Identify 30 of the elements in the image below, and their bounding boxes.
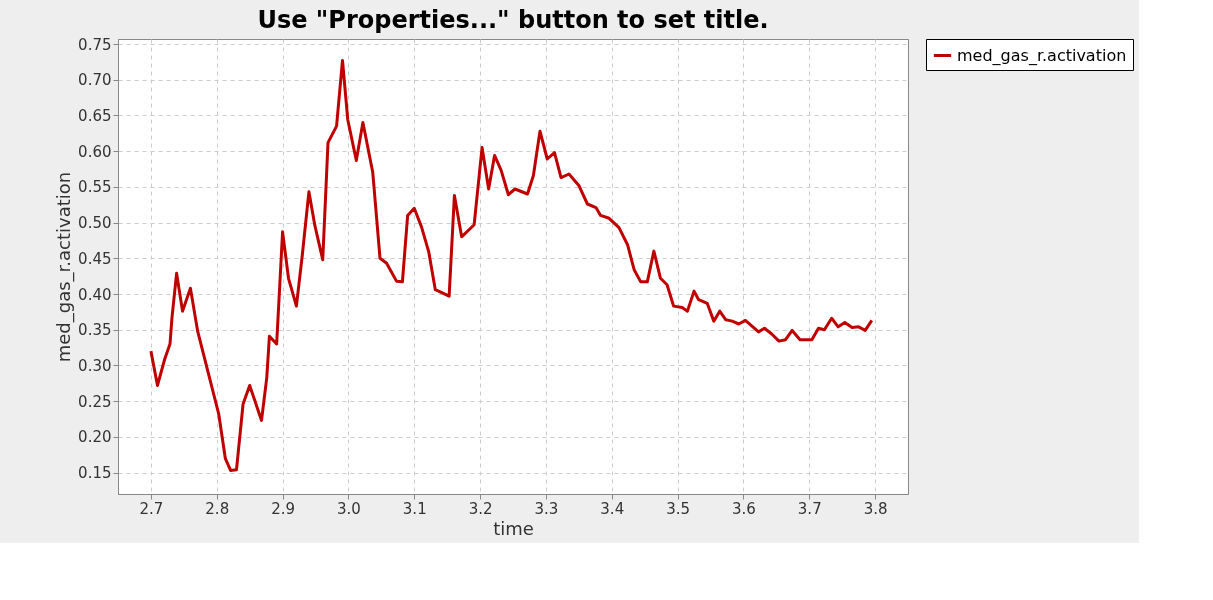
x-tick-label: 3.5 [666,499,691,518]
x-tick-label: 3.6 [731,499,756,518]
y-tick-label: 0.55 [78,178,112,197]
x-tick-label: 3.3 [534,499,559,518]
x-tick-label: 2.9 [271,499,296,518]
y-tick-label: 0.40 [78,285,112,304]
legend-label: med_gas_r.activation [957,45,1127,66]
y-tick-label: 0.15 [78,464,112,483]
x-axis-title: time [493,517,534,539]
chart-title: Use "Properties..." button to set title. [257,6,769,34]
x-tick-label: 3.1 [402,499,427,518]
x-tick-label: 3.8 [863,499,888,518]
y-tick-label: 0.65 [78,106,112,125]
x-tick-label: 3.0 [336,499,361,518]
y-tick-label: 0.70 [78,71,112,90]
y-tick-label: 0.75 [78,35,112,54]
y-tick-label: 0.45 [78,249,112,268]
y-tick-label: 0.20 [78,428,112,447]
y-tick-label: 0.25 [78,392,112,411]
y-tick-label: 0.35 [78,321,112,340]
x-tick-label: 3.2 [468,499,493,518]
y-tick-label: 0.60 [78,142,112,161]
y-tick-label: 0.50 [78,214,112,233]
y-axis-title: med_gas_r.activation [53,171,76,363]
line-series [149,58,874,472]
x-tick-label: 2.8 [205,499,230,518]
y-tick-label: 0.30 [78,356,112,375]
x-tick-label: 2.7 [139,499,164,518]
x-tick-label: 3.4 [600,499,625,518]
x-tick-label: 3.7 [797,499,822,518]
